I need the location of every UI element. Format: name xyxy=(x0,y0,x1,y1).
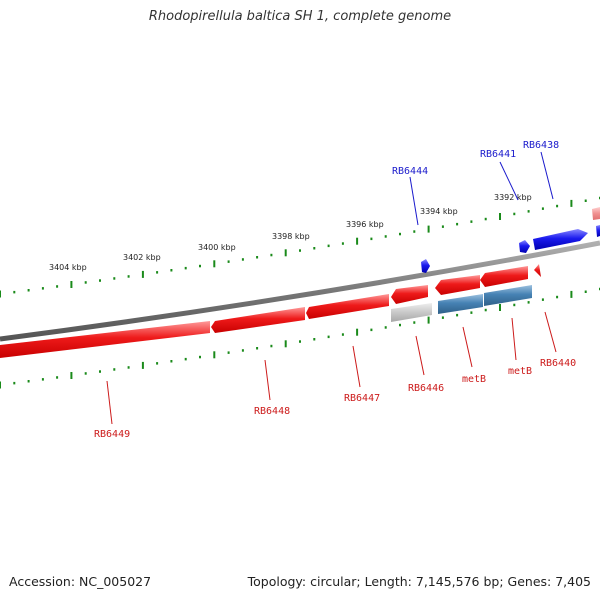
label-RB6438[interactable]: RB6438 xyxy=(523,140,559,151)
gene-edge-faded[interactable] xyxy=(592,207,600,220)
leader-RB6449 xyxy=(106,380,113,425)
genome-backbone xyxy=(0,240,600,342)
leader-RB6447 xyxy=(352,345,361,388)
gene-RB6438[interactable] xyxy=(533,229,588,250)
gene-RB6441[interactable] xyxy=(519,240,530,253)
gene-small-red[interactable] xyxy=(534,264,541,277)
leader-RB6446 xyxy=(415,335,425,376)
accession-text: Accession: NC_005027 xyxy=(9,574,152,589)
feature-track xyxy=(391,285,532,322)
label-leaders xyxy=(106,151,557,425)
scale-label-3396: 3396 kbp xyxy=(346,220,384,229)
label-RB6440[interactable]: RB6440 xyxy=(540,358,576,369)
leader-metB-a xyxy=(462,326,473,368)
feature-metB-a[interactable] xyxy=(438,294,483,314)
label-metB-b[interactable]: metB xyxy=(508,366,532,377)
leader-RB6438 xyxy=(540,151,554,200)
gene-RB6444[interactable] xyxy=(421,259,430,273)
leader-RB6441 xyxy=(499,161,519,201)
leader-metB-b xyxy=(511,317,517,361)
label-RB6446[interactable]: RB6446 xyxy=(408,383,444,394)
label-RB6448[interactable]: RB6448 xyxy=(254,406,290,417)
scale-labels: 3404 kbp 3402 kbp 3400 kbp 3398 kbp 3396… xyxy=(49,193,532,272)
forward-strand-genes xyxy=(421,207,600,273)
map-title: Rhodopirellula baltica SH 1, complete ge… xyxy=(148,9,452,24)
label-RB6441[interactable]: RB6441 xyxy=(480,149,516,160)
inner-scale-ticks xyxy=(0,287,600,389)
label-metB-a[interactable]: metB xyxy=(462,374,486,385)
outer-scale-ticks xyxy=(0,196,600,298)
scale-label-3404: 3404 kbp xyxy=(49,263,87,272)
scale-label-3400: 3400 kbp xyxy=(198,243,236,252)
label-RB6449[interactable]: RB6449 xyxy=(94,429,130,440)
gene-edge-forward[interactable] xyxy=(596,225,600,237)
leader-RB6444 xyxy=(409,176,419,226)
scale-label-3398: 3398 kbp xyxy=(272,232,310,241)
gene-RB6446[interactable] xyxy=(391,285,428,304)
scale-label-3392: 3392 kbp xyxy=(494,193,532,202)
feature-metB-b[interactable] xyxy=(484,285,532,306)
feature-grey-RB6446[interactable] xyxy=(391,303,432,322)
reverse-strand-genes xyxy=(0,264,541,358)
scale-label-3394: 3394 kbp xyxy=(420,207,458,216)
leader-RB6448 xyxy=(264,359,271,401)
gene-RB6440[interactable] xyxy=(480,266,528,287)
leader-RB6440 xyxy=(544,311,557,353)
genome-summary-text: Topology: circular; Length: 7,145,576 bp… xyxy=(247,574,591,589)
label-RB6447[interactable]: RB6447 xyxy=(344,393,380,404)
gene-RB6447[interactable] xyxy=(306,294,389,319)
label-RB6444[interactable]: RB6444 xyxy=(392,166,428,177)
gene-labels: RB6444 RB6441 RB6438 RB6449 RB6448 RB644… xyxy=(94,140,576,440)
gene-RB6448[interactable] xyxy=(211,307,305,333)
scale-label-3402: 3402 kbp xyxy=(123,253,161,262)
gene-RB6449[interactable] xyxy=(0,321,210,358)
gene-metB-red[interactable] xyxy=(435,275,480,295)
